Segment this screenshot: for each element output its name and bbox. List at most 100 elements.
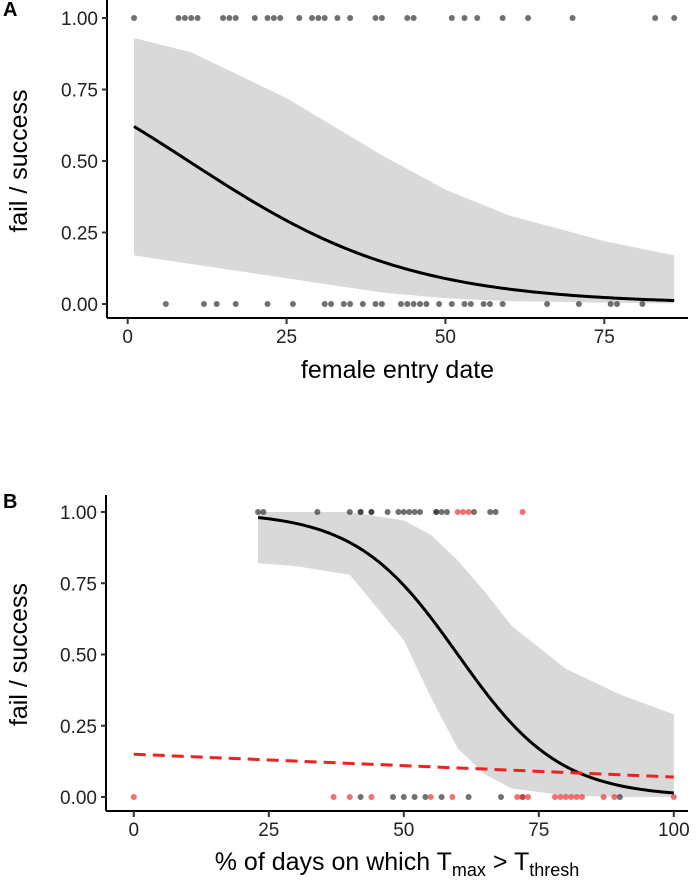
panel-label: A — [3, 0, 17, 21]
data-point — [474, 15, 481, 21]
data-point-red — [460, 509, 467, 515]
data-point-red — [130, 794, 137, 800]
data-point-black — [433, 509, 440, 515]
data-point-black — [368, 509, 375, 515]
data-point — [251, 15, 258, 21]
data-point — [404, 15, 411, 21]
data-point-black — [487, 509, 494, 515]
data-point — [194, 15, 201, 21]
x-tick-label: 50 — [393, 820, 414, 841]
data-point — [264, 15, 271, 21]
data-point — [525, 15, 532, 21]
data-point — [226, 15, 233, 21]
data-point — [575, 301, 582, 307]
data-point-red — [427, 794, 434, 800]
dashed-fit-line — [133, 752, 674, 779]
data-point — [671, 15, 678, 21]
data-point — [181, 15, 188, 21]
data-point — [404, 301, 411, 307]
data-point — [467, 301, 474, 307]
panel-label: B — [3, 491, 17, 513]
data-point — [277, 15, 284, 21]
data-point-black — [406, 509, 413, 515]
data-point — [372, 15, 379, 21]
data-point-red — [454, 509, 461, 515]
data-point — [499, 301, 506, 307]
data-point — [347, 15, 354, 21]
data-point-red — [579, 794, 585, 800]
data-point-red — [514, 794, 521, 800]
data-point-black — [422, 794, 429, 800]
data-point-red — [600, 794, 607, 800]
data-point — [378, 301, 385, 307]
data-point-red — [465, 509, 472, 515]
data-point — [410, 15, 417, 21]
data-point — [417, 301, 424, 307]
data-point — [347, 301, 354, 307]
data-point-red — [519, 509, 526, 515]
x-tick-label: 100 — [658, 820, 690, 841]
data-point-red — [557, 794, 564, 800]
data-point-red — [330, 794, 337, 800]
data-point — [334, 15, 341, 21]
data-point — [410, 301, 417, 307]
data-point — [131, 15, 138, 21]
y-tick-label: 0.00 — [61, 295, 98, 316]
data-point-black — [444, 509, 450, 515]
data-point — [296, 15, 303, 21]
data-point-red — [611, 794, 618, 800]
data-point — [652, 15, 659, 21]
data-point-black — [465, 794, 472, 800]
x-tick-label: 25 — [258, 820, 279, 841]
data-point-red — [670, 794, 677, 800]
x-tick-label: 0 — [129, 820, 140, 841]
data-point-black — [400, 794, 407, 800]
data-point — [188, 15, 195, 21]
data-point-red — [519, 794, 526, 800]
data-point — [448, 15, 455, 21]
confidence-band — [258, 512, 674, 797]
data-point — [232, 301, 239, 307]
x-axis-title: female entry date — [301, 356, 494, 384]
data-point — [461, 15, 468, 21]
y-tick-label: 0.25 — [60, 717, 97, 738]
data-point-black — [395, 509, 402, 515]
data-point — [289, 301, 296, 307]
data-point — [436, 301, 443, 307]
data-point-black — [417, 509, 423, 515]
data-point-black — [438, 794, 445, 800]
data-point — [328, 301, 335, 307]
data-point — [200, 301, 207, 307]
data-point-red — [573, 794, 580, 800]
data-point-black — [492, 509, 499, 515]
x-tick-label: 25 — [276, 327, 297, 348]
y-tick-label: 0.00 — [60, 788, 97, 809]
data-point-black — [400, 509, 407, 515]
data-point-red — [568, 794, 575, 800]
y-tick-label: 0.50 — [60, 646, 97, 667]
data-point — [639, 301, 646, 307]
data-point-black — [471, 509, 477, 515]
data-point — [499, 15, 506, 21]
data-point-red — [449, 794, 456, 800]
data-point-black — [411, 509, 418, 515]
data-point-black — [390, 794, 396, 800]
data-point — [372, 301, 379, 307]
data-point — [264, 301, 271, 307]
data-point-black — [384, 509, 391, 515]
confidence-band — [134, 38, 675, 304]
data-point-black — [255, 509, 261, 515]
data-point-black — [616, 794, 623, 800]
data-point-black — [411, 794, 418, 800]
data-point-black — [498, 794, 504, 800]
y-tick-label: 0.25 — [61, 224, 98, 245]
data-point-black — [357, 509, 364, 515]
data-point — [213, 301, 220, 307]
data-point-red — [562, 794, 569, 800]
data-point-black — [260, 509, 267, 515]
data-point — [270, 15, 277, 21]
data-point — [569, 15, 576, 21]
